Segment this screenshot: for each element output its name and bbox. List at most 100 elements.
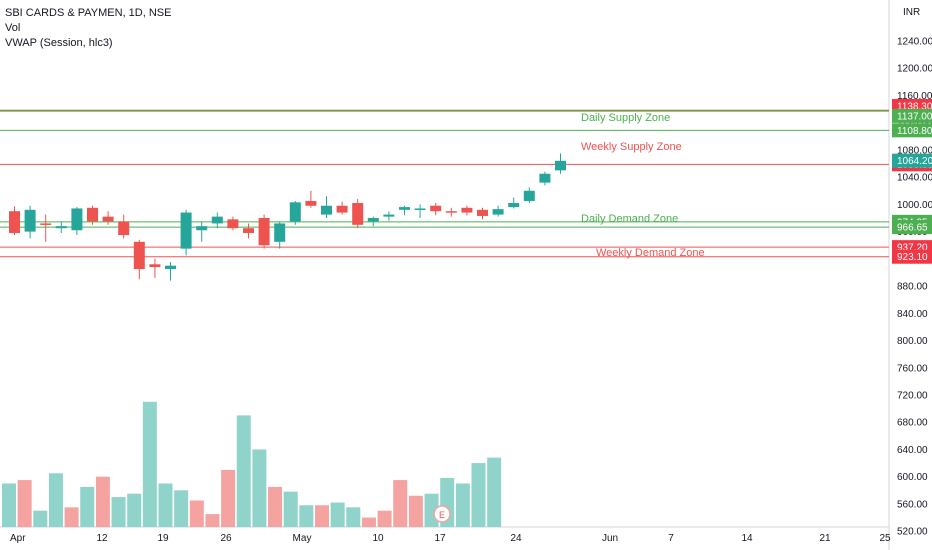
volume-bar bbox=[17, 480, 32, 527]
last-price-tag-text: 1064.20 bbox=[897, 156, 932, 167]
volume-bar bbox=[95, 476, 110, 527]
y-tick-label: 1080.00 bbox=[897, 145, 932, 156]
candle-body[interactable] bbox=[430, 205, 442, 212]
candle-body[interactable] bbox=[289, 202, 301, 222]
volume-bar bbox=[330, 502, 345, 527]
y-tick-label: 1040.00 bbox=[897, 173, 932, 184]
candle-body[interactable] bbox=[133, 241, 145, 270]
candle-body[interactable] bbox=[508, 203, 520, 208]
zone-label: Daily Demand Zone bbox=[581, 213, 678, 225]
candle-body[interactable] bbox=[24, 209, 36, 232]
candle-body[interactable] bbox=[445, 211, 457, 213]
currency-label[interactable]: INR bbox=[903, 7, 920, 18]
price-tag-text: 966.65 bbox=[897, 223, 928, 234]
candle-body[interactable] bbox=[40, 223, 52, 225]
y-tick-label: 1240.00 bbox=[897, 37, 932, 48]
volume-bar bbox=[189, 500, 204, 527]
x-tick-label: 7 bbox=[668, 533, 674, 544]
candle-body[interactable] bbox=[367, 217, 379, 222]
candle-body[interactable] bbox=[352, 203, 364, 225]
y-tick-label: 800.00 bbox=[897, 336, 928, 347]
price-tag-text: 1108.80 bbox=[897, 126, 932, 137]
volume-bar bbox=[283, 491, 298, 527]
earnings-marker-label: E bbox=[439, 510, 445, 520]
candle-body[interactable] bbox=[227, 219, 239, 229]
candle-body[interactable] bbox=[243, 228, 254, 233]
candle-body[interactable] bbox=[87, 207, 98, 222]
candle-body[interactable] bbox=[477, 209, 488, 216]
candle-body[interactable] bbox=[102, 216, 114, 222]
y-tick-label: 760.00 bbox=[897, 363, 928, 374]
volume-bar bbox=[455, 483, 470, 527]
candle-body[interactable] bbox=[321, 205, 332, 215]
price-tag[interactable] bbox=[892, 123, 932, 138]
candle-body[interactable] bbox=[149, 264, 161, 268]
y-tick-label: 560.00 bbox=[897, 499, 928, 510]
volume-indicator-label[interactable]: Vol bbox=[5, 22, 21, 34]
x-tick-label: May bbox=[293, 533, 312, 544]
candle-body[interactable] bbox=[196, 226, 208, 231]
x-tick-label: 10 bbox=[372, 533, 384, 544]
earnings-marker[interactable] bbox=[433, 505, 451, 523]
zone-label: Daily Supply Zone bbox=[581, 112, 670, 124]
y-tick-label: 1000.00 bbox=[897, 200, 932, 211]
candle-body[interactable] bbox=[165, 265, 176, 270]
x-tick-label: Jun bbox=[602, 533, 618, 544]
y-tick-label: 1160.00 bbox=[897, 91, 932, 102]
candle-body[interactable] bbox=[383, 214, 395, 217]
volume-bar bbox=[252, 449, 267, 527]
symbol-title[interactable]: SBI CARDS & PAYMEN, 1D, NSE bbox=[5, 7, 172, 19]
candle-body[interactable] bbox=[118, 221, 130, 236]
x-tick-label: Apr bbox=[10, 533, 26, 544]
volume-bar bbox=[142, 401, 157, 527]
x-tick-label: 24 bbox=[510, 533, 522, 544]
volume-bar bbox=[299, 505, 314, 527]
volume-bar bbox=[377, 510, 392, 527]
candle-body[interactable] bbox=[9, 211, 20, 233]
y-tick-label: 720.00 bbox=[897, 390, 928, 401]
candle-body[interactable] bbox=[180, 212, 192, 249]
price-tag[interactable] bbox=[892, 220, 932, 235]
candle-body[interactable] bbox=[461, 207, 473, 213]
candle-body[interactable] bbox=[539, 173, 551, 183]
candle-body[interactable] bbox=[336, 205, 348, 213]
candle-body[interactable] bbox=[523, 190, 535, 201]
y-tick-label: 880.00 bbox=[897, 282, 928, 293]
candle-body[interactable] bbox=[211, 216, 223, 224]
candle-body[interactable] bbox=[274, 223, 286, 242]
price-tag-text: 1138.30 bbox=[897, 102, 932, 113]
volume-bar bbox=[64, 507, 79, 527]
candle-body[interactable] bbox=[305, 200, 317, 206]
x-tick-label: 14 bbox=[741, 533, 753, 544]
candle-body[interactable] bbox=[71, 208, 83, 231]
volume-bar bbox=[236, 415, 251, 527]
volume-bar bbox=[346, 507, 361, 527]
x-tick-label: 26 bbox=[220, 533, 232, 544]
candle-body[interactable] bbox=[555, 160, 566, 171]
volume-bar bbox=[393, 480, 408, 527]
volume-bar bbox=[471, 463, 486, 527]
y-tick-label: 520.00 bbox=[897, 527, 928, 538]
candle-body[interactable] bbox=[258, 217, 270, 246]
price-tag[interactable] bbox=[892, 108, 932, 123]
volume-bar bbox=[361, 517, 376, 527]
candle-body[interactable] bbox=[414, 208, 426, 210]
x-tick-label: 17 bbox=[434, 533, 446, 544]
chart-legend: SBI CARDS & PAYMEN, 1D, NSE Vol VWAP (Se… bbox=[5, 6, 171, 51]
y-tick-label: 840.00 bbox=[897, 309, 928, 320]
volume-bar bbox=[315, 505, 329, 527]
candle-body[interactable] bbox=[55, 226, 67, 229]
candle-body[interactable] bbox=[492, 209, 504, 215]
volume-bar bbox=[80, 486, 95, 527]
volume-bar bbox=[127, 493, 142, 527]
x-tick-label: 21 bbox=[819, 533, 831, 544]
price-tag[interactable] bbox=[892, 249, 932, 264]
price-tag-text: 937.20 bbox=[897, 243, 928, 254]
y-tick-label: 600.00 bbox=[897, 472, 928, 483]
last-price-tag[interactable] bbox=[892, 153, 932, 168]
volume-bar bbox=[268, 486, 283, 527]
volume-bar bbox=[2, 483, 16, 527]
candle-body[interactable] bbox=[399, 207, 410, 210]
vwap-indicator-label[interactable]: VWAP (Session, hlc3) bbox=[5, 37, 113, 49]
